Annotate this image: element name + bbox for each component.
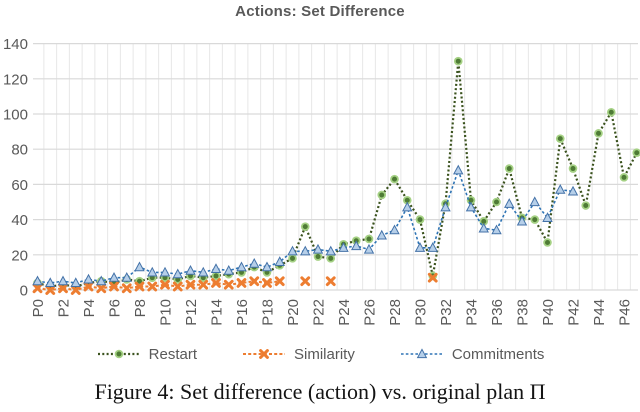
x-axis-tick-label: P12 [183, 299, 200, 326]
x-axis-tick-label: P0 [30, 299, 47, 317]
x-axis-tick-label: P42 [566, 299, 583, 326]
y-axis-tick-label: 40 [11, 212, 28, 229]
x-axis-tick-label: P26 [362, 299, 379, 326]
figure-caption: Figure 4: Set difference (action) vs. or… [94, 379, 546, 404]
x-axis-tick-label: P36 [489, 299, 506, 326]
x-axis-tick-label: P38 [515, 299, 532, 326]
y-axis-tick-label: 100 [3, 107, 28, 124]
x-axis-tick-label: P46 [617, 299, 634, 326]
restart-line-marker-icon [97, 349, 140, 359]
y-axis-tick-label: 20 [11, 247, 28, 264]
chart-legend: Restart Similarity Commitments [0, 341, 640, 367]
x-axis-tick-label: P34 [464, 299, 481, 326]
x-axis-tick-label: P30 [413, 299, 430, 326]
x-axis-tick-label: P28 [387, 299, 404, 326]
x-axis-tick-label: P24 [336, 299, 353, 326]
y-axis-tick-label: 60 [11, 177, 28, 194]
similarity-line-marker-icon [243, 349, 285, 359]
legend-item-restart: Restart [96, 346, 197, 363]
x-axis-tick-label: P4 [81, 299, 98, 317]
line-chart-plot-area: 0 20 40 60 80 100 120 140 P0 P2 P4 P6 P8 P10 P12 P14 P16… [3, 36, 640, 326]
x-axis-tick-label: P6 [107, 299, 124, 317]
y-axis-tick-label: 120 [3, 71, 28, 88]
legend-item-similarity: Similarity [241, 346, 355, 363]
legend-label-restart: Restart [148, 345, 197, 363]
x-axis-tick-label: P18 [260, 299, 277, 326]
legend-label-similarity: Similarity [294, 345, 355, 363]
commitments-line-marker-icon [400, 348, 443, 359]
restart-series-line [37, 61, 638, 288]
chart-title: Actions: Set Difference [235, 3, 405, 20]
y-axis-tick-label: 80 [11, 142, 28, 159]
y-axis-tick-label: 140 [3, 36, 28, 53]
x-axis-tick-label: P20 [285, 299, 302, 326]
x-axis-tick-label: P2 [56, 299, 73, 317]
x-axis-tick-label: P32 [438, 299, 455, 326]
x-axis-tick-label: P14 [209, 299, 226, 326]
legend-label-commitments: Commitments [451, 345, 545, 363]
y-axis-tick-label: 0 [20, 283, 28, 300]
x-axis-tick-label: P16 [234, 299, 251, 326]
x-axis-tick-label: P44 [591, 299, 608, 326]
x-axis-tick-label: P22 [311, 299, 328, 326]
x-axis-tick-label: P40 [540, 299, 557, 326]
x-axis-tick-label: P10 [158, 299, 175, 326]
x-axis-tick-label: P8 [132, 299, 149, 317]
legend-item-commitments: Commitments [399, 345, 545, 363]
